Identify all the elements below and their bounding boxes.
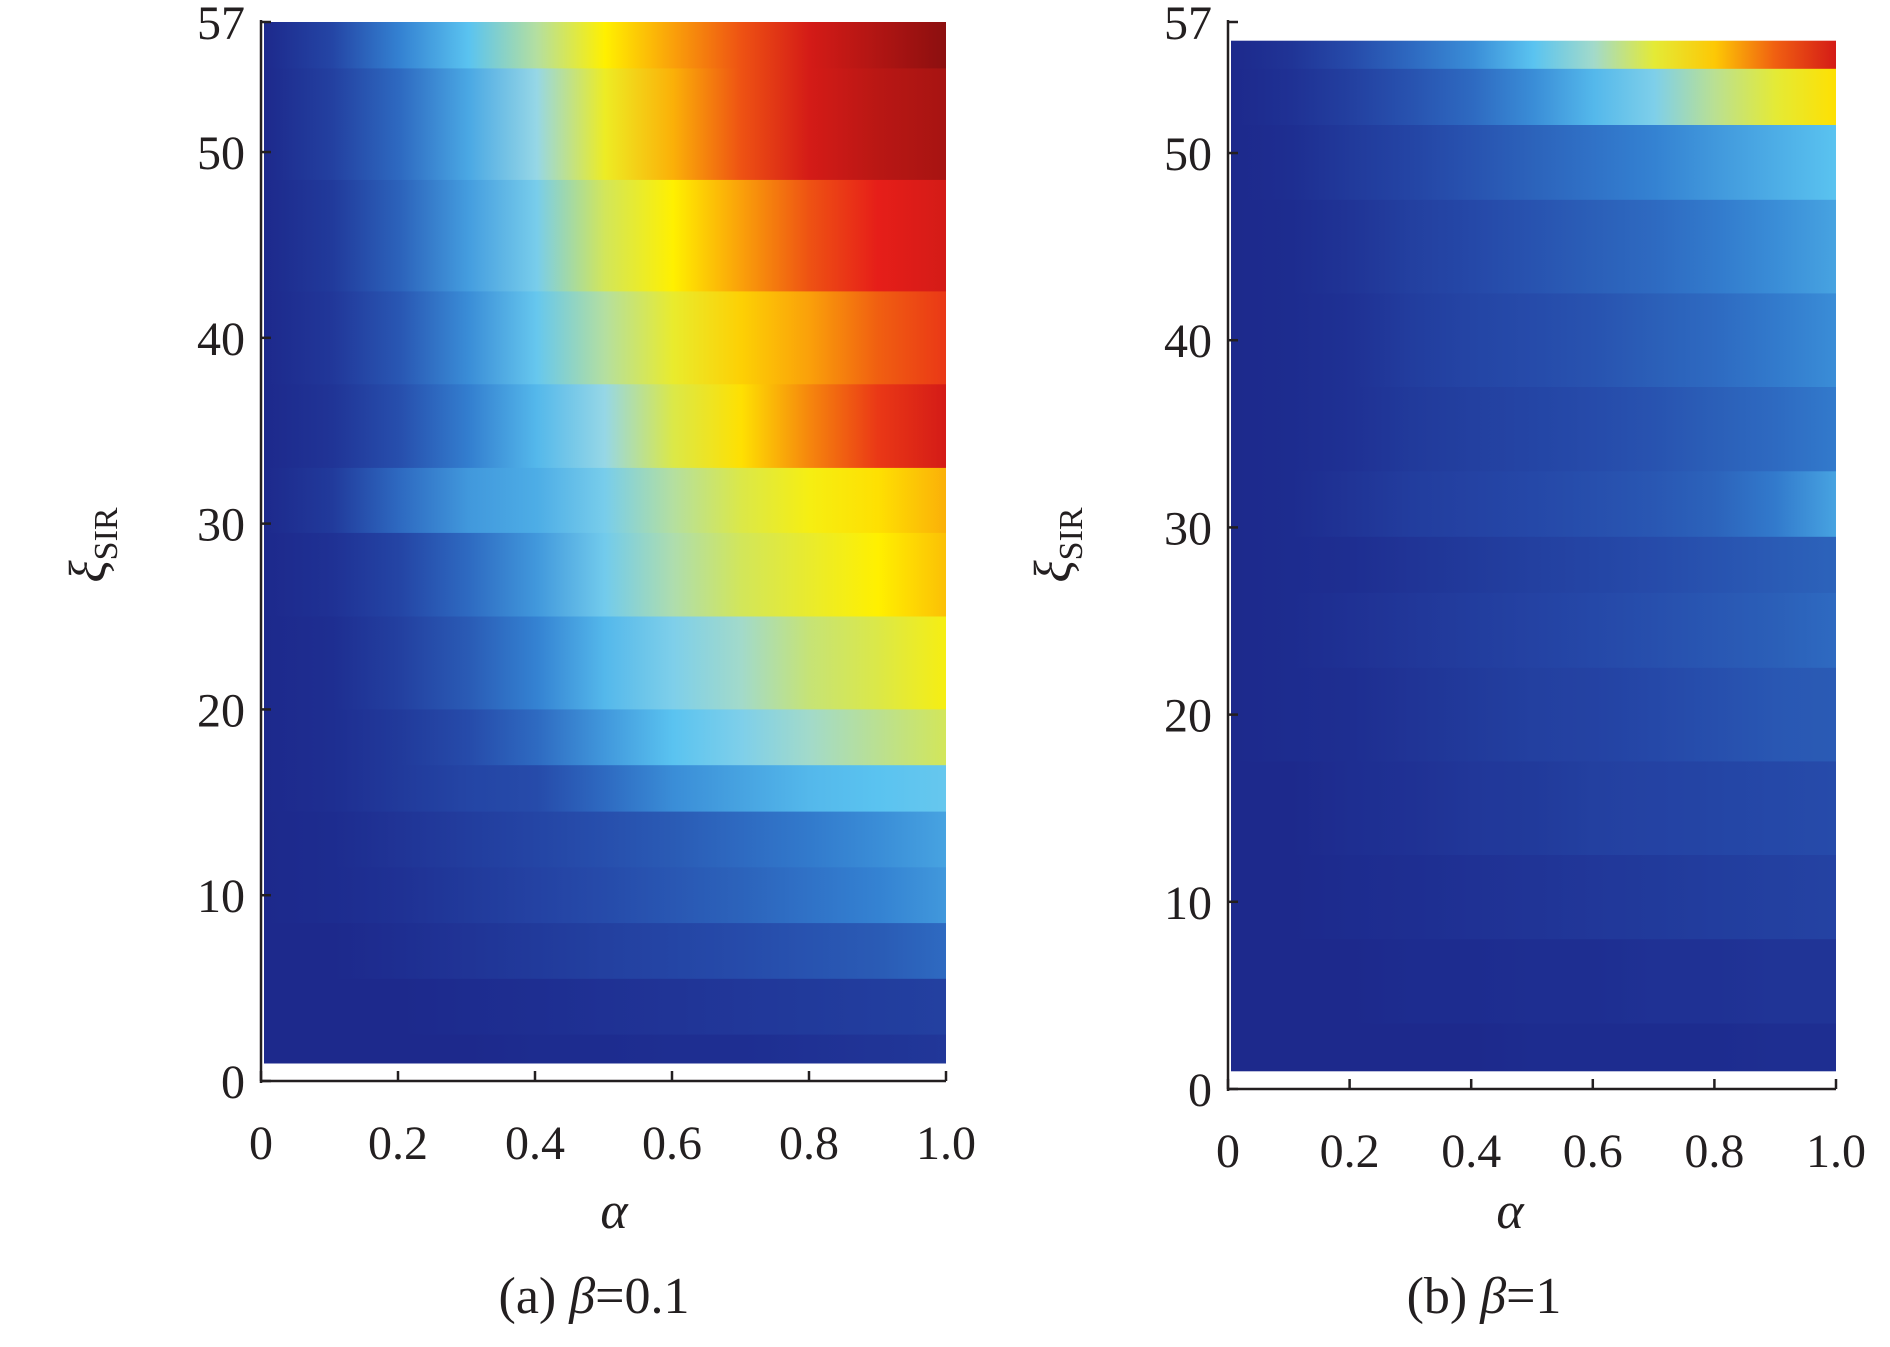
y-tick-label: 0 bbox=[221, 1056, 245, 1109]
caption-b: (b) β=1 bbox=[1407, 1268, 1562, 1325]
caption-symbol-a: β bbox=[568, 1268, 595, 1325]
heatmap-band bbox=[264, 765, 946, 813]
y-axis-label-main-b: ξ bbox=[1025, 560, 1082, 583]
heatmap-band bbox=[1231, 1023, 1836, 1072]
heatmap-band bbox=[264, 179, 946, 293]
x-tick-label: 0.8 bbox=[1684, 1125, 1744, 1178]
y-axis-label-sub-a: SIR bbox=[88, 507, 125, 560]
ticks-a: 0 0.2 0.4 0.6 0.8 1.0 0 10 20 30 40 50 57 bbox=[197, 0, 976, 1170]
heatmap-band bbox=[264, 978, 946, 1036]
y-tick-label: 57 bbox=[1164, 0, 1212, 50]
heatmap-band bbox=[1231, 125, 1836, 201]
x-tick-label: 0 bbox=[249, 1117, 273, 1170]
heatmap-band bbox=[1231, 199, 1836, 295]
y-tick-label: 10 bbox=[197, 870, 245, 923]
y-tick-label: 30 bbox=[1164, 502, 1212, 555]
axes-b bbox=[1226, 20, 1836, 1091]
caption-value-a: =0.1 bbox=[595, 1268, 689, 1325]
axes-a bbox=[259, 20, 946, 1083]
heatmap-band bbox=[264, 709, 946, 767]
caption-prefix-a: (a) bbox=[499, 1268, 570, 1325]
x-tick-label: 0.2 bbox=[1320, 1125, 1380, 1178]
caption-symbol-b: β bbox=[1479, 1268, 1506, 1325]
panel-a: 0 0.2 0.4 0.6 0.8 1.0 0 10 20 30 40 50 57 α ξSIR (a)… bbox=[60, 0, 976, 1325]
y-tick-label: 40 bbox=[1164, 315, 1212, 368]
y-tick-label: 57 bbox=[197, 0, 245, 50]
y-axis-label-a: ξSIR bbox=[60, 507, 125, 583]
x-tick-label: 0.6 bbox=[642, 1117, 702, 1170]
x-tick-label: 0.6 bbox=[1563, 1125, 1623, 1178]
y-axis-label-b: ξSIR bbox=[1025, 507, 1090, 583]
y-tick-label: 40 bbox=[197, 313, 245, 366]
heatmap-band bbox=[264, 811, 946, 869]
heatmap-band bbox=[1231, 536, 1836, 594]
x-axis-label-a: α bbox=[600, 1183, 629, 1240]
y-tick-label: 10 bbox=[1164, 877, 1212, 930]
y-tick-label: 50 bbox=[1164, 128, 1212, 181]
x-tick-label: 0.2 bbox=[368, 1117, 428, 1170]
heatmap-band bbox=[264, 1034, 946, 1064]
y-axis-label-sub-b: SIR bbox=[1053, 507, 1090, 560]
y-tick-label: 20 bbox=[197, 684, 245, 737]
x-tick-label: 1.0 bbox=[1806, 1125, 1866, 1178]
y-axis-label-main-a: ξ bbox=[60, 560, 117, 583]
ticks-b: 0 0.2 0.4 0.6 0.8 1.0 0 10 20 30 40 50 57 bbox=[1164, 0, 1866, 1178]
x-tick-label: 0.8 bbox=[779, 1117, 839, 1170]
heatmap-band bbox=[1231, 293, 1836, 388]
y-tick-label: 20 bbox=[1164, 690, 1212, 743]
heatmap-band bbox=[1231, 592, 1836, 669]
heatmap-a bbox=[264, 22, 946, 1064]
heatmap-band bbox=[1231, 40, 1836, 70]
caption-value-b: =1 bbox=[1506, 1268, 1561, 1325]
heatmap-band bbox=[264, 923, 946, 980]
caption-a: (a) β=0.1 bbox=[499, 1268, 690, 1325]
heatmap-band bbox=[1231, 667, 1836, 763]
heatmap-band bbox=[264, 68, 946, 181]
x-axis-label-b: α bbox=[1496, 1183, 1525, 1240]
heatmap-band bbox=[1231, 855, 1836, 941]
heatmap-band bbox=[264, 616, 946, 711]
heatmap-band bbox=[1231, 68, 1836, 126]
panel-b: 0 0.2 0.4 0.6 0.8 1.0 0 10 20 30 40 50 57 α ξSIR (b)… bbox=[1025, 0, 1866, 1325]
heatmap-band bbox=[264, 22, 946, 70]
heatmap-band bbox=[1231, 761, 1836, 856]
x-tick-label: 0.4 bbox=[505, 1117, 565, 1170]
y-tick-label: 0 bbox=[1188, 1064, 1212, 1117]
heatmap-band bbox=[1231, 387, 1836, 473]
heatmap-band bbox=[264, 291, 946, 386]
x-tick-label: 1.0 bbox=[916, 1117, 976, 1170]
heatmap-b bbox=[1231, 40, 1836, 1072]
heatmap-band bbox=[1231, 471, 1836, 538]
y-tick-label: 50 bbox=[197, 127, 245, 180]
x-tick-label: 0 bbox=[1216, 1125, 1240, 1178]
heatmap-band bbox=[264, 384, 946, 469]
y-tick-label: 30 bbox=[197, 499, 245, 552]
heatmap-band bbox=[264, 467, 946, 534]
caption-prefix-b: (b) bbox=[1407, 1268, 1481, 1325]
heatmap-band bbox=[1231, 939, 1836, 1025]
heatmap-band bbox=[264, 532, 946, 618]
heatmap-band bbox=[264, 867, 946, 924]
x-tick-label: 0.4 bbox=[1441, 1125, 1501, 1178]
